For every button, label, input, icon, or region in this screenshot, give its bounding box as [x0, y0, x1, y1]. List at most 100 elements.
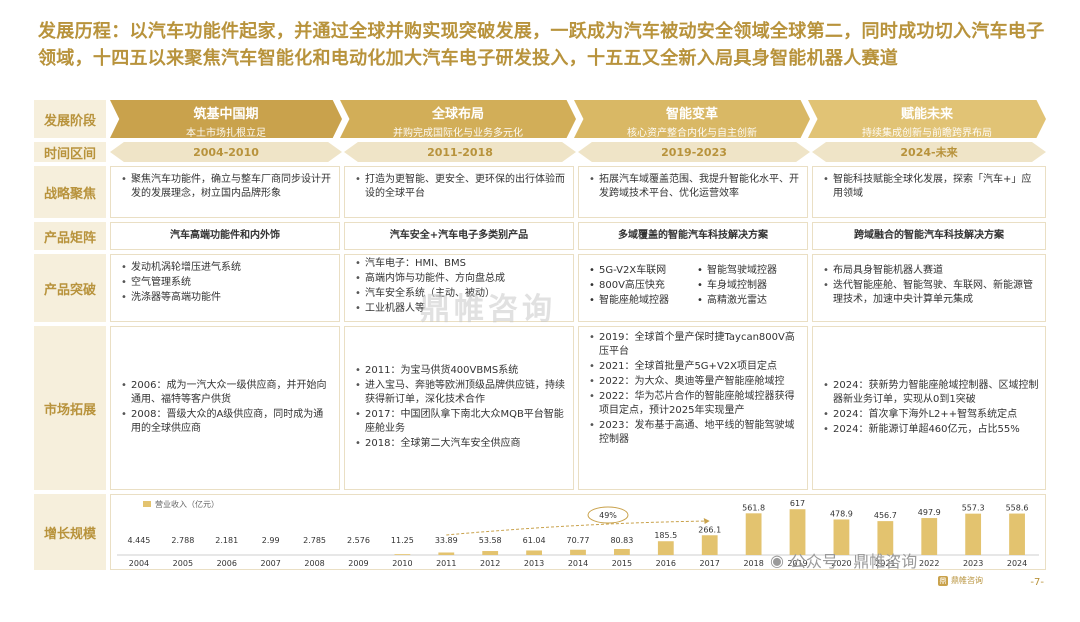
bar — [482, 551, 499, 555]
stage-desc: 并购完成国际化与业务多元化 — [393, 128, 523, 139]
product-item: 迭代智能座舱、智能驾驶、车联网、新能源管理技术，加速中央计算单元集成 — [823, 279, 1039, 307]
period-label: 2019-2023 — [578, 142, 810, 162]
product-matrix-cell: 汽车高端功能件和内外饰 — [110, 222, 340, 250]
product-item: 发动机涡轮增压进气系统 — [121, 261, 333, 275]
data-label: 558.6 — [1006, 504, 1029, 513]
strategy-cell: 智能科技赋能全球化发展，探索「汽车+」应用领域 — [812, 166, 1046, 218]
x-tick-label: 2010 — [392, 559, 412, 568]
market-item: 2024：新能源订单超460亿元，占比55% — [823, 423, 1039, 437]
growth-arrowhead — [703, 518, 710, 524]
stage-name: 赋能未来 — [900, 107, 953, 122]
data-label: 2.181 — [215, 536, 238, 545]
stage-header: 筑基中国期 本土市场扎根立足 — [110, 100, 342, 138]
stage-desc: 持续集成创新与前瞻跨界布局 — [862, 128, 992, 139]
data-label: 266.1 — [698, 525, 721, 534]
market-item: 2022：华为芯片合作的智能座舱域控器获得项目定点，预计2025年实现量产 — [589, 390, 801, 418]
market-item: 2011：为宝马供货400VBMS系统 — [355, 364, 567, 378]
x-tick-label: 2008 — [304, 559, 324, 568]
product-matrix-cell: 跨域融合的智能汽车科技解决方案 — [812, 222, 1046, 250]
bar — [789, 509, 806, 555]
strategy-cell: 拓展汽车域覆盖范围、我提升智能化水平、开发跨域技术平台、优化运营效率 — [578, 166, 808, 218]
stage-desc: 核心资产整合内化与自主创新 — [627, 128, 757, 139]
strategy-item: 打造为更智能、更安全、更环保的出行体验而设的全球平台 — [355, 173, 567, 201]
row-label-product-breakthrough: 产品突破 — [34, 254, 106, 322]
row-label-growth: 增长规模 — [34, 494, 106, 570]
stage-header: 全球布局 并购完成国际化与业务多元化 — [340, 100, 576, 138]
strategy-item: 拓展汽车域覆盖范围、我提升智能化水平、开发跨域技术平台、优化运营效率 — [589, 173, 801, 201]
data-label: 33.89 — [435, 536, 458, 545]
brand-logo-text: 鼎帷咨询 — [951, 576, 983, 585]
product-cell: 汽车电子：HMI、BMS 高端内饰与功能件、方向盘总成 汽车安全系统（主动、被动… — [344, 254, 574, 322]
bar — [614, 549, 630, 555]
product-item: 洗涤器等高端功能件 — [121, 291, 333, 305]
x-tick-label: 2007 — [260, 559, 280, 568]
brand-logo: 鼎 鼎帷咨询 — [938, 575, 983, 586]
product-item: 高端内饰与功能件、方向盘总成 — [355, 272, 567, 286]
data-label: 456.7 — [874, 511, 897, 520]
data-label: 497.9 — [918, 508, 941, 517]
x-tick-label: 2024 — [1007, 559, 1027, 568]
product-item: 空气管理系统 — [121, 276, 333, 290]
market-cell: 2006：成为一汽大众一级供应商，并开始向通用、福特等客户供货 2008：晋级大… — [110, 326, 340, 490]
product-cell: 发动机涡轮增压进气系统 空气管理系统 洗涤器等高端功能件 — [110, 254, 340, 322]
stage-desc: 本土市场扎根立足 — [186, 128, 266, 139]
product-cell: 布局具身智能机器人赛道 迭代智能座舱、智能驾驶、车联网、新能源管理技术，加速中央… — [812, 254, 1046, 322]
x-tick-label: 2004 — [129, 559, 149, 568]
market-cell: 2019：全球首个量产保时捷Taycan800V高压平台 2021：全球首批量产… — [578, 326, 808, 490]
market-item: 进入宝马、奔驰等欧洲顶级品牌供应链，持续获得新订单，深化技术合作 — [355, 379, 567, 407]
data-label: 2.788 — [171, 536, 194, 545]
legend-swatch — [143, 501, 151, 507]
market-item: 2008：晋级大众的A级供应商，同时成为通用的全球供应商 — [121, 408, 333, 436]
row-label-stage: 发展阶段 — [34, 100, 106, 138]
page-number: -7- — [1030, 577, 1044, 588]
data-label: 2.785 — [303, 536, 326, 545]
product-item: 车身域控制器 — [697, 279, 801, 293]
market-item: 2018：全球第二大汽车安全供应商 — [355, 437, 567, 451]
data-label: 11.25 — [391, 536, 414, 545]
bar — [965, 513, 982, 555]
data-label: 185.5 — [654, 531, 677, 540]
bar — [438, 552, 455, 555]
strategy-item: 聚焦汽车功能件，确立与整车厂商同步设计开发的发展理念，树立国内品牌形象 — [121, 173, 333, 201]
x-tick-label: 2018 — [743, 559, 763, 568]
data-label: 478.9 — [830, 509, 853, 518]
market-item: 2024：首次拿下海外L2++智驾系统定点 — [823, 408, 1039, 422]
market-item: 2023：发布基于高通、地平线的智能驾驶域控制器 — [589, 419, 801, 447]
bar — [877, 521, 894, 555]
product-item: 布局具身智能机器人赛道 — [823, 264, 1039, 278]
product-cell: 5G-V2X车联网 智能驾驶域控器 800V高压快充 车身域控制器 智能座舱域控… — [578, 254, 808, 322]
period-label: 2004-2010 — [110, 142, 342, 162]
x-tick-label: 2006 — [217, 559, 237, 568]
x-tick-label: 2014 — [568, 559, 588, 568]
bar — [657, 541, 674, 555]
stage-header: 智能变革 核心资产整合内化与自主创新 — [574, 100, 810, 138]
period-label: 2011-2018 — [344, 142, 576, 162]
row-label-period: 时间区间 — [34, 142, 106, 162]
data-label: 53.58 — [479, 536, 502, 545]
x-tick-label: 2020 — [831, 559, 851, 568]
bar — [701, 535, 718, 555]
row-label-market: 市场拓展 — [34, 326, 106, 490]
bar — [921, 518, 938, 555]
stage-name: 全球布局 — [431, 107, 484, 122]
x-tick-label: 2009 — [348, 559, 368, 568]
page-title: 发展历程：以汽车功能件起家，并通过全球并购实现突破发展，一跃成为汽车被动安全领域… — [38, 21, 1045, 69]
stage-name: 智能变革 — [665, 107, 718, 122]
market-item: 2024：获新势力智能座舱域控制器、区域控制器新业务订单，实现从0到1突破 — [823, 379, 1039, 407]
wechat-text: 公众号 · 鼎帷咨询 — [789, 552, 918, 571]
data-label: 561.8 — [742, 503, 765, 512]
row-label-product-matrix: 产品矩阵 — [34, 222, 106, 250]
x-tick-label: 2005 — [173, 559, 193, 568]
bar — [1009, 513, 1025, 555]
market-item: 2021：全球首批量产5G+V2X项目定点 — [589, 360, 801, 374]
x-tick-label: 2015 — [612, 559, 632, 568]
data-label: 70.77 — [567, 536, 590, 545]
market-item: 2019：全球首个量产保时捷Taycan800V高压平台 — [589, 331, 801, 359]
x-tick-label: 2023 — [963, 559, 983, 568]
data-label: 2.576 — [347, 536, 370, 545]
product-item: 工业机器人等 — [355, 302, 567, 316]
stage-header: 赋能未来 持续集成创新与前瞻跨界布局 — [808, 100, 1046, 138]
period-label: 2024-未来 — [812, 142, 1046, 162]
product-item: 5G-V2X车联网 — [589, 264, 693, 278]
data-label: 557.3 — [962, 504, 985, 513]
